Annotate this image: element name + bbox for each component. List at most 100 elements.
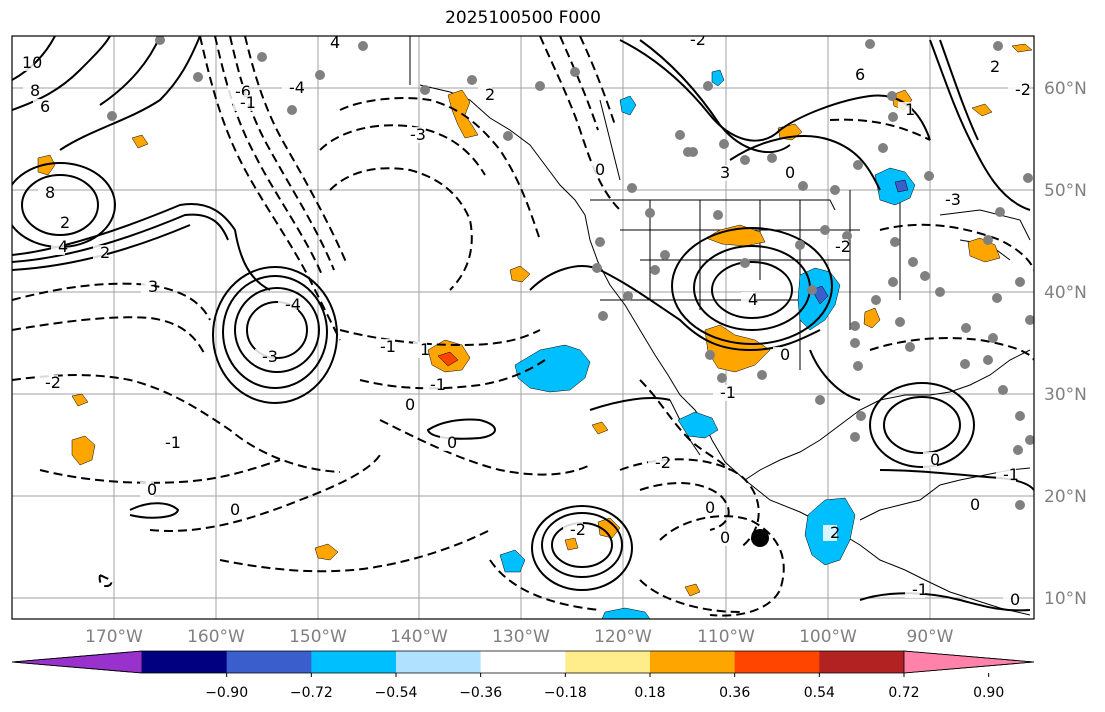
contour-label-bg (478, 87, 492, 103)
contour-label: 0 (705, 498, 715, 517)
fill-negative-patch (601, 607, 651, 619)
contour-label-bg (713, 530, 727, 546)
contour-label: 0 (780, 345, 790, 364)
contour-label-bg (983, 59, 997, 75)
fill-positive-patch (863, 307, 881, 329)
contour-label-bg (683, 36, 703, 48)
contour-label: -1 (1003, 465, 1019, 484)
contour-label-bg (563, 522, 583, 538)
contour-label-bg (648, 455, 668, 471)
contour-label: 6 (855, 65, 865, 84)
contour-label-bg (38, 185, 52, 201)
colorbar-tick-label: −0.18 (544, 685, 587, 701)
contour-label-bg (996, 467, 1016, 483)
contour-label: -3 (945, 190, 961, 209)
contour-label-bg (898, 102, 912, 118)
lat-label: 20°N (1044, 487, 1087, 507)
colorbar-tick-label: −0.72 (290, 685, 333, 701)
map-area[interactable] (12, 36, 1034, 619)
contour-label-bg (93, 245, 107, 261)
contour-label: 2 (60, 213, 70, 232)
contour-label-bg (773, 347, 787, 363)
contour-label: -1 (430, 375, 446, 394)
contour-label: -2 (835, 237, 851, 256)
fill-positive-patch (314, 543, 339, 561)
contour-label: -2 (45, 373, 61, 392)
contour-label-bg (373, 339, 393, 355)
fill-negative-patch (711, 69, 725, 87)
contour-label: -3 (410, 125, 426, 144)
colorbar-tick-label: −0.36 (459, 685, 502, 701)
contour-label-bg (848, 67, 862, 83)
lat-label: 40°N (1044, 283, 1087, 303)
contour-label: -2 (655, 453, 671, 472)
contour-label: -1 (720, 383, 736, 402)
contour-label-bg (1008, 82, 1028, 98)
contour-label-bg (938, 192, 958, 208)
fill-positive-patch (509, 265, 531, 283)
contour-label: 0 (720, 528, 730, 547)
colorbar-segment (819, 651, 905, 673)
contour-label: 0 (447, 433, 457, 452)
contour-label-bg (233, 95, 253, 111)
contour-label-bg (53, 215, 67, 231)
contour-label: 8 (30, 81, 40, 100)
contour-label: -2 (690, 30, 706, 49)
colorbar-extend-low (11, 650, 143, 674)
contour-label-bg (255, 349, 275, 365)
contour-label-bg (1003, 592, 1017, 608)
contour-label-bg (713, 165, 727, 181)
contour-label-bg (698, 500, 712, 516)
contour-label-bg (51, 239, 65, 255)
contour-label-bg (741, 292, 755, 308)
point-marker[interactable] (751, 529, 769, 547)
contour-label-bg (713, 385, 733, 401)
contour-label: -1 (240, 93, 256, 112)
contour-label: 1 (420, 340, 430, 359)
colorbar-outline (11, 650, 1035, 674)
contour-label: 0 (405, 395, 415, 414)
chart-title: 2025100500 F000 (445, 8, 601, 28)
fill-positive-patch (971, 103, 993, 117)
lon-label: 140°W (390, 627, 448, 647)
colorbar-segment (226, 651, 312, 673)
fill-positive-patch (597, 517, 621, 539)
colorbar-tick-label: 0.90 (973, 685, 1004, 701)
contour-label: -4 (285, 295, 301, 314)
contour-label-bg (905, 582, 925, 598)
colorbar-tick-label: 0.18 (634, 685, 665, 701)
contour-label: -3 (262, 347, 278, 366)
contour-label-bg (413, 342, 427, 358)
contour-label: 0 (785, 163, 795, 182)
fill-positive-patch (967, 237, 1001, 263)
contour-label: -4 (289, 78, 305, 97)
contour-label-bg (282, 80, 302, 96)
colorbar-segment (565, 651, 651, 673)
contour-label: 1 (905, 100, 915, 119)
contour-label: 4 (748, 290, 758, 309)
contour-label: -1 (912, 580, 928, 599)
fill-positive-patch (564, 537, 579, 551)
fill-positive-patch (705, 224, 766, 247)
colorbar-segment (142, 651, 228, 673)
contour-label: -2 (1015, 80, 1031, 99)
lon-label: 110°W (697, 627, 755, 647)
fill-strong-positive-patch (437, 351, 459, 367)
contour-label: -1 (165, 433, 181, 452)
fill-positive-patch (131, 134, 149, 149)
contour-label: 2 (485, 85, 495, 104)
fill-negative-patch (514, 344, 591, 393)
colorbar-tick-label: −0.54 (375, 685, 418, 701)
contour-label: 0 (230, 500, 240, 519)
fill-negative-patch (874, 167, 916, 206)
colorbar-segment (396, 651, 482, 673)
contour-label-bg (403, 127, 423, 143)
contour-label-bg (923, 452, 937, 468)
lon-label: 100°W (799, 627, 857, 647)
contour-label-bg (23, 83, 37, 99)
contour-label: -1 (380, 337, 396, 356)
contour-label-bg (141, 279, 155, 295)
lat-label: 10°N (1044, 589, 1087, 609)
lon-label: 150°W (289, 627, 347, 647)
fill-strong-negative-patch (894, 179, 909, 193)
